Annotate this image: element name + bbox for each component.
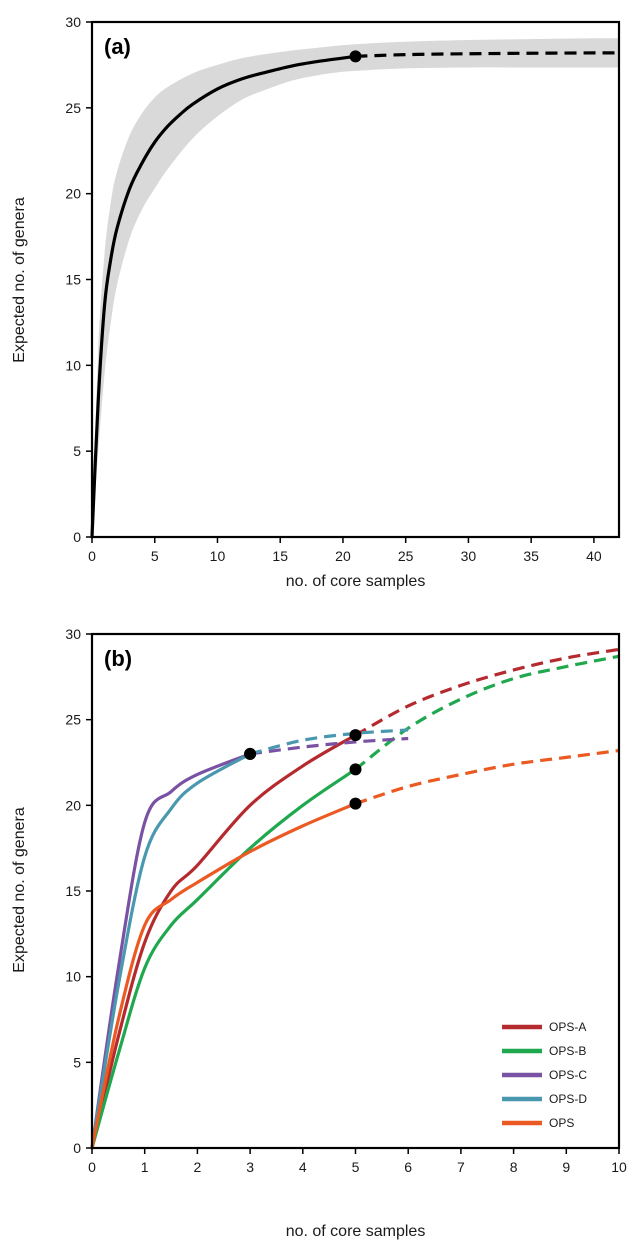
x-tick-label: 5: [151, 548, 159, 564]
endpoint-marker-ops-a: [349, 729, 362, 742]
confidence-band: [92, 38, 619, 538]
x-tick-label: 5: [352, 1159, 360, 1175]
y-tick-label: 30: [65, 14, 81, 30]
extrapolated-line-ops-a: [354, 647, 620, 737]
x-tick-label: 10: [611, 1159, 627, 1175]
x-tick-label: 20: [335, 548, 351, 564]
x-tick-label: 35: [523, 548, 539, 564]
x-tick-label: 4: [299, 1159, 307, 1175]
interpolated-line-ops: [90, 802, 358, 1150]
x-tick-label: 1: [141, 1159, 149, 1175]
endpoint-marker-ops-d: [244, 747, 257, 760]
legend-label-ops-c: OPS-C: [549, 1068, 587, 1082]
x-tick-label: 40: [586, 548, 602, 564]
x-tick-label: 15: [272, 548, 288, 564]
x-tick-label: 3: [246, 1159, 254, 1175]
legend: OPS-A OPS-B OPS-C OPS-D OPS: [502, 1020, 587, 1130]
y-tick-label: 20: [65, 797, 81, 813]
legend-label-ops: OPS: [549, 1116, 574, 1130]
y-tick-label: 5: [73, 1054, 81, 1070]
x-tick-label: 7: [457, 1159, 465, 1175]
legend-label-ops-a: OPS-A: [549, 1020, 586, 1034]
x-tick-label: 6: [404, 1159, 412, 1175]
x-tick-label: 0: [88, 548, 96, 564]
endpoint-marker-ops-b: [349, 763, 362, 776]
y-axis-label: Expected no. of genera: [11, 197, 28, 363]
extrapolated-line-series-0: [355, 51, 620, 58]
x-tick-label: 2: [194, 1159, 202, 1175]
extrapolated-line-ops-d: [249, 728, 409, 756]
interpolated-line-series-0: [90, 54, 358, 539]
x-tick-label: 8: [510, 1159, 518, 1175]
interpolated-line-ops-d: [90, 752, 252, 1150]
legend-label-ops-d: OPS-D: [549, 1092, 587, 1106]
y-tick-label: 15: [65, 883, 81, 899]
extrapolated-line-ops-c: [249, 736, 409, 756]
chart-panel-a: 0 5 10 15 20 25 30 35 40 0 5 10 15 20 25 30 no. of core …: [11, 14, 621, 590]
legend-label-ops-b: OPS-B: [549, 1044, 586, 1058]
x-axis-label: no. of core samples: [286, 1223, 426, 1240]
interpolated-line-ops-c: [90, 752, 252, 1150]
y-tick-label: 5: [73, 443, 81, 459]
y-tick-label: 10: [65, 969, 81, 985]
y-tick-label: 25: [65, 100, 81, 116]
y-tick-label: 0: [73, 1140, 81, 1156]
interpolated-line-ops-a: [90, 733, 358, 1150]
y-tick-label: 20: [65, 186, 81, 202]
extrapolated-line-ops: [355, 748, 620, 806]
y-tick-label: 30: [65, 626, 81, 642]
panel-label: (b): [104, 646, 132, 671]
endpoint-marker-ops: [349, 797, 362, 810]
x-tick-label: 25: [398, 548, 414, 564]
chart-panel-b: 0 1 2 3 4 5 6 7 8 9 10 0 5 10 15 20 25 30 no. of core samp…: [11, 626, 627, 1240]
x-axis-label: no. of core samples: [286, 573, 426, 590]
x-tick-label: 9: [562, 1159, 570, 1175]
interpolated-line-ops-b: [90, 767, 358, 1150]
extrapolated-line-ops-b: [354, 654, 620, 771]
y-axis-label: Expected no. of genera: [11, 807, 28, 973]
y-tick-label: 25: [65, 712, 81, 728]
panel-label: (a): [104, 34, 131, 59]
y-tick-label: 10: [65, 357, 81, 373]
x-tick-label: 0: [88, 1159, 96, 1175]
x-tick-label: 10: [210, 548, 226, 564]
y-tick-label: 15: [65, 272, 81, 288]
y-tick-label: 0: [73, 529, 81, 545]
x-tick-label: 30: [461, 548, 477, 564]
endpoint-marker-series-0: [349, 50, 362, 63]
